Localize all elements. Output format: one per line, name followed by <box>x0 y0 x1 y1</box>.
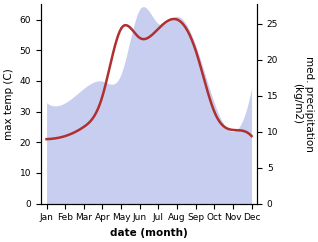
Y-axis label: med. precipitation
(kg/m2): med. precipitation (kg/m2) <box>292 56 314 152</box>
Y-axis label: max temp (C): max temp (C) <box>4 68 14 140</box>
X-axis label: date (month): date (month) <box>110 228 188 238</box>
